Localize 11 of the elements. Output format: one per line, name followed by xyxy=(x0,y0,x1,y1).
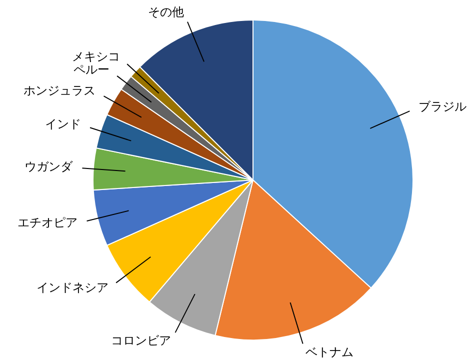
slice-label: メキシコ xyxy=(72,50,120,64)
slice-label: ウガンダ xyxy=(24,160,74,174)
slice-label: ペルー xyxy=(73,62,110,76)
slice-label: ホンジュラス xyxy=(23,84,96,98)
slice-label: その他 xyxy=(148,5,184,20)
slice-label: エチオピア xyxy=(17,215,78,230)
slice-label: インド xyxy=(44,116,81,131)
slice-label: ベトナム xyxy=(306,345,354,360)
slice-label: コロンビア xyxy=(110,333,171,348)
slice-label: ブラジル xyxy=(418,99,466,114)
slice-label: インドネシア xyxy=(36,280,108,295)
